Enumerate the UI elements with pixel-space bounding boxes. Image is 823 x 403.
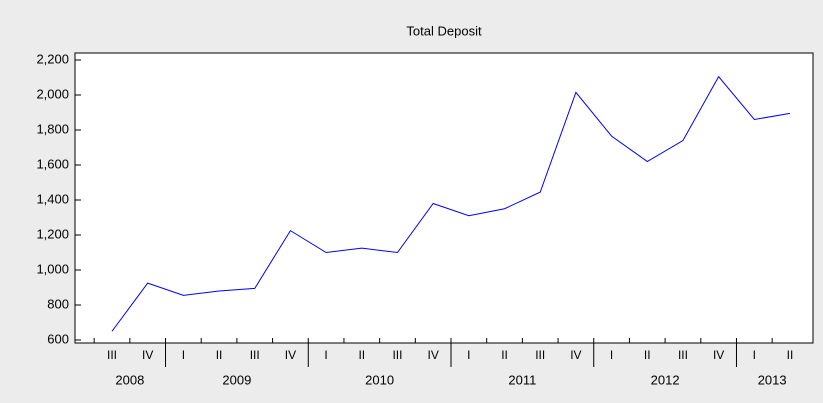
x-tick-label: III [535,348,545,362]
year-label: 2008 [115,372,144,387]
y-tick-label: 2,000 [36,86,69,101]
x-tick-label: II [501,348,508,362]
y-tick-label: 1,200 [36,226,69,241]
x-tick-label: I [753,348,756,362]
x-tick-label: III [250,348,260,362]
x-tick-label: IV [142,348,153,362]
x-tick-label: II [216,348,223,362]
x-tick-label: IV [285,348,296,362]
year-label: 2013 [758,372,787,387]
y-tick-label: 1,400 [36,191,69,206]
y-tick-label: 600 [47,331,69,346]
y-tick-label: 1,000 [36,261,69,276]
year-label: 2009 [222,372,251,387]
x-tick-label: I [610,348,613,362]
x-tick-label: III [392,348,402,362]
y-tick-label: 2,200 [36,51,69,66]
y-tick-label: 1,800 [36,121,69,136]
chart-title: Total Deposit [406,23,482,38]
x-tick-label: IV [713,348,724,362]
line [111,75,791,332]
x-tick-label: I [324,348,327,362]
y-tick-label: 800 [47,296,69,311]
x-tick-label: III [678,348,688,362]
x-tick-label: IV [427,348,438,362]
plot-area [74,52,814,344]
year-label: 2011 [508,372,536,387]
year-label: 2010 [365,372,394,387]
x-tick-label: IV [570,348,581,362]
x-tick-label: II [787,348,794,362]
x-tick-label: III [107,348,117,362]
y-tick-label: 1,600 [36,156,69,171]
x-tick-label: I [467,348,470,362]
x-tick-label: I [182,348,185,362]
x-tick-label: II [358,348,365,362]
x-tick-label: II [644,348,651,362]
year-label: 2012 [651,372,680,387]
